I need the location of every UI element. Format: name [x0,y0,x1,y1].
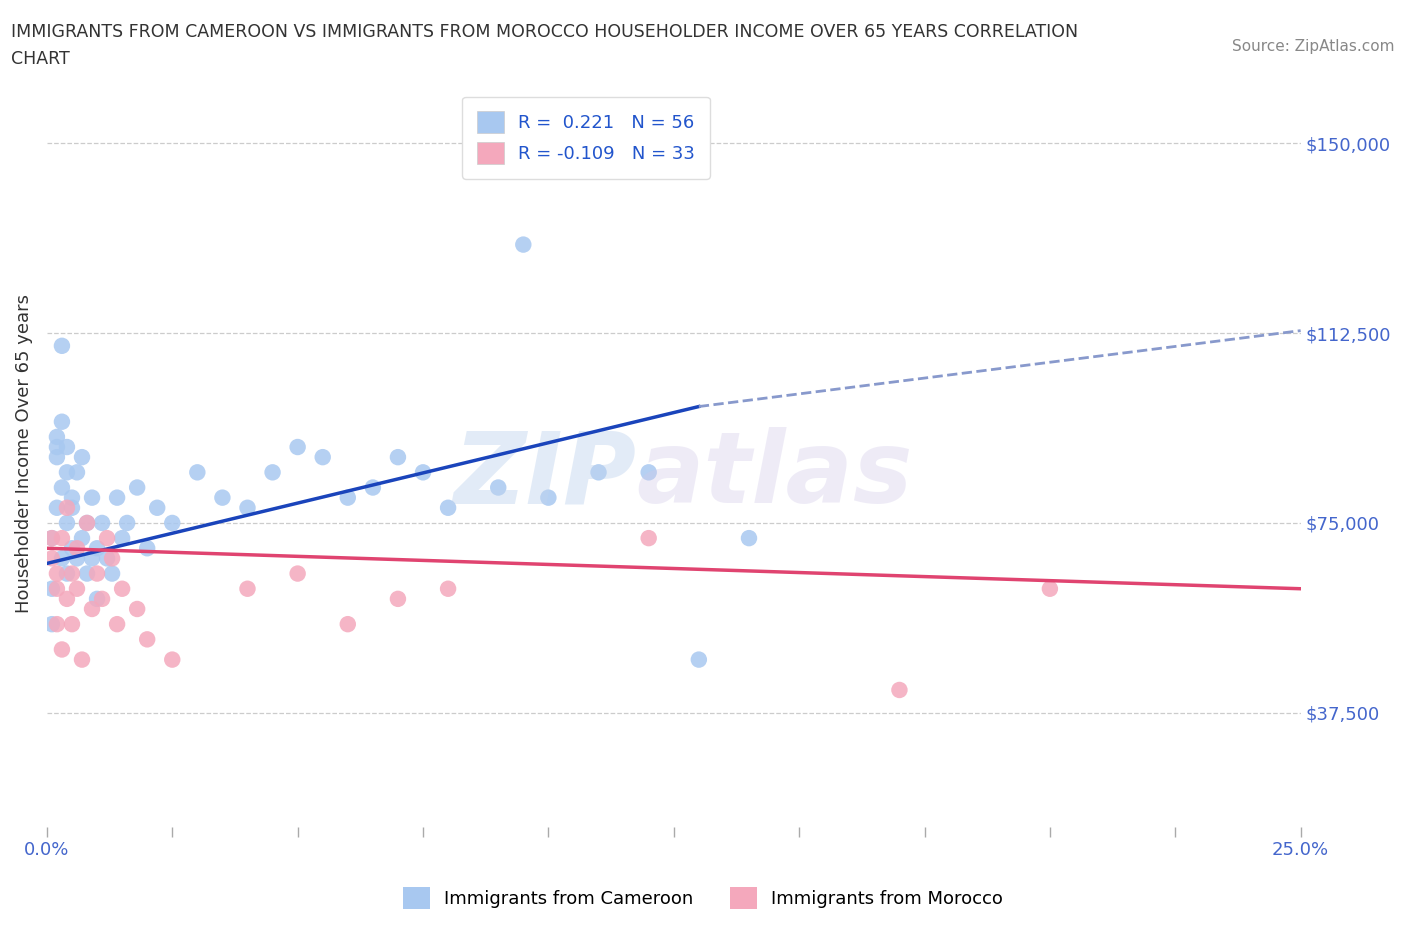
Point [80,602,103,617]
Point [105,617,128,631]
Point [96,551,118,565]
Point [91,591,114,606]
Point [70,450,93,465]
Point [115,515,138,530]
Text: CHART: CHART [11,50,70,68]
Point [60,566,83,581]
Point [60,541,83,556]
Point [111,531,134,546]
Point [56,440,79,455]
Point [86,541,108,556]
Point [211,490,233,505]
Point [66,551,89,565]
Point [41,531,63,546]
Point [236,500,259,515]
Point [45,500,67,515]
Point [96,531,118,546]
Point [56,500,79,515]
Point [637,531,659,546]
Point [111,581,134,596]
Point [637,465,659,480]
Point [486,480,509,495]
Point [91,515,114,530]
Y-axis label: Householder Income Over 65 years: Householder Income Over 65 years [15,294,32,613]
Point [287,440,309,455]
Point [51,414,73,429]
Point [60,500,83,515]
Point [86,591,108,606]
Point [70,531,93,546]
Point [66,541,89,556]
Point [45,566,67,581]
Point [387,450,409,465]
Point [80,551,103,565]
Point [51,339,73,353]
Point [45,617,67,631]
Point [412,465,434,480]
Point [387,591,409,606]
Legend: Immigrants from Cameroon, Immigrants from Morocco: Immigrants from Cameroon, Immigrants fro… [395,880,1011,916]
Point [45,450,67,465]
Point [76,515,98,530]
Point [136,631,159,646]
Point [45,440,67,455]
Point [70,652,93,667]
Point [51,551,73,565]
Point [162,652,184,667]
Point [437,581,460,596]
Point [236,581,259,596]
Point [56,465,79,480]
Point [889,683,911,698]
Point [56,566,79,581]
Point [66,581,89,596]
Point [186,465,208,480]
Point [688,652,710,667]
Point [66,465,89,480]
Point [312,450,335,465]
Point [336,617,359,631]
Point [45,581,67,596]
Text: Source: ZipAtlas.com: Source: ZipAtlas.com [1232,39,1395,54]
Point [56,591,79,606]
Point [437,500,460,515]
Point [105,490,128,505]
Point [162,515,184,530]
Point [512,237,534,252]
Point [51,531,73,546]
Point [86,566,108,581]
Point [56,515,79,530]
Point [361,480,384,495]
Point [127,602,149,617]
Point [262,465,284,480]
Point [127,480,149,495]
Point [60,617,83,631]
Point [41,581,63,596]
Text: atlas: atlas [636,427,912,525]
Point [738,531,761,546]
Point [41,531,63,546]
Point [101,551,124,565]
Point [537,490,560,505]
Point [76,566,98,581]
Legend: R =  0.221   N = 56, R = -0.109   N = 33: R = 0.221 N = 56, R = -0.109 N = 33 [463,97,710,179]
Text: IMMIGRANTS FROM CAMEROON VS IMMIGRANTS FROM MOROCCO HOUSEHOLDER INCOME OVER 65 Y: IMMIGRANTS FROM CAMEROON VS IMMIGRANTS F… [11,23,1078,41]
Point [45,430,67,445]
Point [136,541,159,556]
Point [51,480,73,495]
Point [60,490,83,505]
Point [41,551,63,565]
Point [76,515,98,530]
Point [1039,581,1062,596]
Point [146,500,169,515]
Point [51,642,73,657]
Point [80,490,103,505]
Point [336,490,359,505]
Text: ZIP: ZIP [453,427,636,525]
Point [588,465,610,480]
Point [101,566,124,581]
Point [41,617,63,631]
Point [287,566,309,581]
